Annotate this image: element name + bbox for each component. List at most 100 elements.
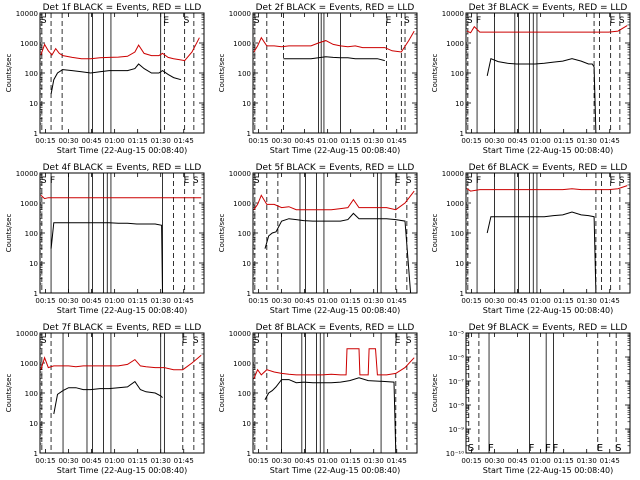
y-tick-label: 10000 [229, 10, 251, 18]
x-tick-label: 01:45 [174, 137, 194, 145]
x-tick-label: 01:30 [577, 457, 597, 465]
y-tick-label: 10 [29, 260, 38, 268]
series-line-lld [40, 194, 202, 200]
y-tick-label: 100 [238, 390, 251, 398]
event-marker-label: E [395, 176, 401, 186]
x-tick-label: 01:45 [600, 137, 620, 145]
event-marker-label: E [610, 16, 616, 26]
y-tick-label: 1000 [20, 360, 38, 368]
y-tick-label: 100 [25, 230, 38, 238]
chart-title: Det 9f BLACK = Events, RED = LLD [469, 323, 628, 333]
series-line-lld [466, 25, 628, 34]
y-tick-label: 100 [451, 230, 464, 238]
y-tick-label: 1 [34, 290, 38, 298]
series-line-events [264, 212, 412, 294]
y-tick-label: 100 [238, 70, 251, 78]
x-tick-label: 01:15 [554, 457, 574, 465]
event-marker-label: S [41, 176, 47, 186]
y-axis-label: Counts/sec [431, 214, 439, 253]
event-marker-label: E [184, 176, 190, 186]
y-tick-label: 1 [247, 450, 251, 458]
event-marker-label: S [406, 176, 412, 186]
y-tick-label: 1 [34, 450, 38, 458]
x-tick-label: 00:45 [295, 457, 315, 465]
x-axis-label: Start Time (22-Aug-15 00:08:40) [270, 146, 401, 155]
x-tick-label: 00:30 [271, 457, 291, 465]
y-axis-label: Counts/sec [5, 374, 13, 413]
plot-frame [39, 332, 205, 454]
chart-title: Det 2f BLACK = Events, RED = LLD [256, 3, 415, 13]
x-tick-label: 00:15 [461, 137, 481, 145]
chart-title: Det 6f BLACK = Events, RED = LLD [469, 163, 628, 173]
y-tick-label: 10⁻⁹ [449, 426, 465, 434]
event-marker-label: F [50, 176, 55, 186]
x-tick-label: 00:30 [271, 297, 291, 305]
x-tick-label: 01:45 [174, 297, 194, 305]
y-tick-label: 1000 [233, 360, 251, 368]
x-tick-label: 00:45 [82, 137, 102, 145]
x-tick-label: 01:15 [341, 457, 361, 465]
x-tick-label: 00:45 [295, 137, 315, 145]
y-tick-label: 10 [455, 260, 464, 268]
event-marker-label: E [182, 336, 188, 346]
series-line-events [50, 222, 163, 294]
event-marker-label: F [553, 443, 559, 454]
x-tick-label: 00:30 [58, 137, 78, 145]
series-line-lld [40, 354, 202, 371]
y-tick-label: 10 [242, 420, 251, 428]
x-tick-label: 00:15 [35, 457, 55, 465]
x-tick-label: 01:30 [364, 457, 384, 465]
y-tick-label: 10000 [16, 10, 38, 18]
event-marker-label: S [41, 16, 47, 26]
x-axis-label: Start Time (22-Aug-15 00:08:40) [483, 466, 614, 475]
series-line-events [486, 58, 597, 134]
x-tick-label: 01:45 [387, 297, 407, 305]
event-marker-label: S [619, 176, 625, 186]
event-marker-label: F [545, 443, 551, 454]
event-marker-label: S [468, 443, 474, 454]
x-tick-label: 01:15 [128, 457, 148, 465]
x-tick-label: 01:15 [554, 297, 574, 305]
y-tick-label: 10 [455, 100, 464, 108]
x-axis-label: Start Time (22-Aug-15 00:08:40) [57, 306, 188, 315]
chart-panel-7: Det 7f BLACK = Events, RED = LLD Start Ti… [5, 323, 205, 475]
x-axis-label: Start Time (22-Aug-15 00:08:40) [270, 466, 401, 475]
chart-panel-5: Det 5f BLACK = Events, RED = LLD Start Ti… [218, 163, 418, 315]
event-marker-label: S [615, 443, 621, 454]
chart-panel-3: Det 3f BLACK = Events, RED = LLD Start Ti… [431, 3, 631, 155]
x-tick-label: 00:15 [248, 137, 268, 145]
series-line-events [50, 63, 182, 95]
series-line-events [53, 380, 163, 415]
y-tick-label: 1 [460, 290, 464, 298]
event-marker-label: F [488, 443, 494, 454]
x-tick-label: 00:45 [508, 137, 528, 145]
event-marker-label: S [619, 16, 625, 26]
y-tick-label: 10⁻⁶ [449, 354, 465, 362]
x-tick-label: 00:30 [484, 457, 504, 465]
x-tick-label: 01:30 [364, 297, 384, 305]
x-tick-label: 01:45 [387, 457, 407, 465]
y-tick-label: 1000 [446, 40, 464, 48]
event-marker-label: F [476, 16, 481, 26]
y-tick-label: 10000 [229, 170, 251, 178]
x-tick-label: 01:15 [341, 297, 361, 305]
x-axis-label: Start Time (22-Aug-15 00:08:40) [270, 306, 401, 315]
chart-panel-1: Det 1f BLACK = Events, RED = LLD Start Ti… [5, 3, 205, 155]
x-tick-label: 01:15 [341, 137, 361, 145]
y-tick-label: 1 [247, 130, 251, 138]
series-line-lld [253, 348, 415, 379]
event-marker-label: E [610, 176, 616, 186]
y-tick-label: 10 [29, 420, 38, 428]
y-axis-label: Counts/sec [218, 54, 226, 93]
x-tick-label: 00:15 [35, 297, 55, 305]
plot-frame [252, 12, 418, 134]
x-tick-label: 00:30 [271, 137, 291, 145]
x-axis-label: Start Time (22-Aug-15 00:08:40) [57, 146, 188, 155]
x-tick-label: 01:30 [151, 137, 171, 145]
y-tick-label: 10⁻⁵ [449, 330, 465, 338]
chart-panel-2: Det 2f BLACK = Events, RED = LLD Start Ti… [218, 3, 418, 155]
chart-panel-9: Det 9f BLACK = Events, RED = LLD Start Ti… [431, 323, 631, 475]
y-tick-label: 1 [460, 130, 464, 138]
chart-panel-6: Det 6f BLACK = Events, RED = LLD Start Ti… [431, 163, 631, 315]
event-marker-label: S [404, 16, 410, 26]
